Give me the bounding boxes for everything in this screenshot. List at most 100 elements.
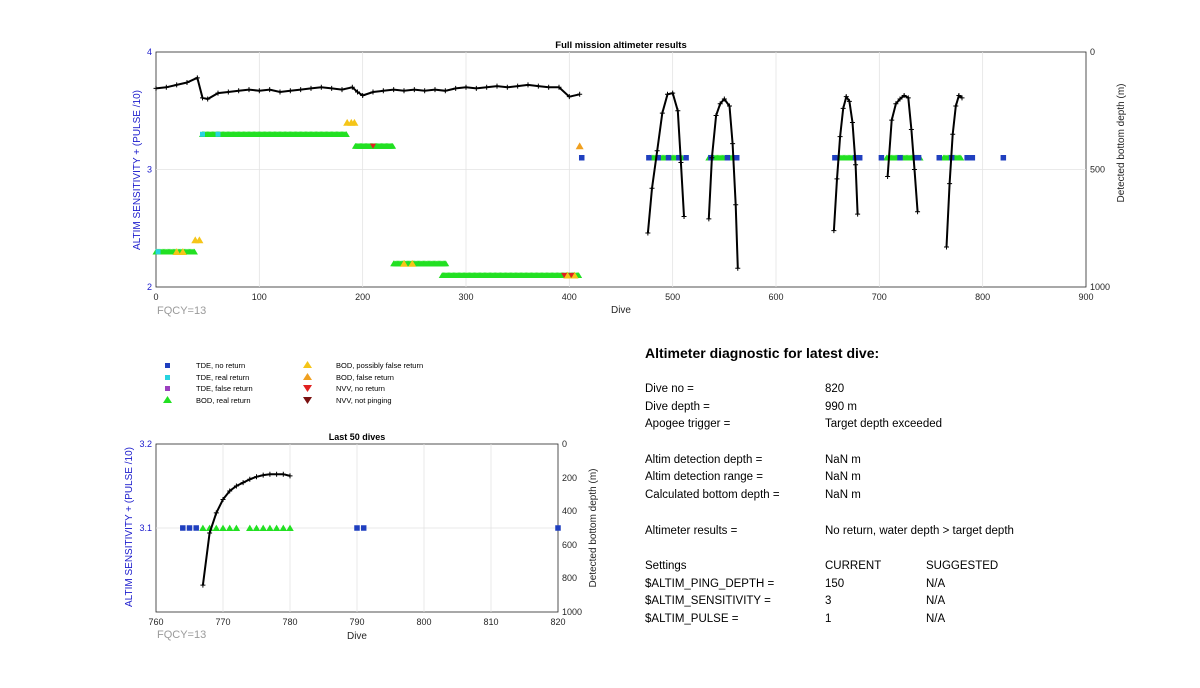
depth-point [240, 480, 246, 486]
bod-real-return-marker [212, 524, 221, 531]
depth-point [380, 88, 386, 94]
bod-real-return-marker [190, 248, 198, 255]
tde-no-return-marker [969, 155, 976, 161]
sensitivity-current: 3 [825, 595, 832, 608]
bod-false-return-marker [575, 142, 584, 150]
depth-point [463, 84, 469, 90]
depth-point [889, 117, 895, 123]
depth-point [721, 96, 727, 102]
depth-point [956, 92, 962, 98]
tde-no-return-marker [180, 525, 186, 531]
main-x-tick: 400 [562, 292, 577, 302]
bod-real-return-marker [442, 260, 450, 267]
depth-point [233, 483, 239, 489]
legend-label: NVV, no return [336, 384, 385, 393]
small-left-y-tick: 3.1 [139, 523, 152, 533]
depth-point [915, 209, 921, 215]
results-row: Altimeter results = No return, water dep… [645, 523, 1165, 541]
depth-point [432, 87, 438, 93]
depth-point [207, 530, 213, 536]
depth-point [713, 112, 719, 118]
depth-point [659, 110, 665, 116]
settings-header-row: Settings CURRENT SUGGESTED [645, 558, 1165, 576]
legend-item: NVV, not pinging [303, 396, 392, 405]
bod-real-return-marker [232, 524, 241, 531]
main-fqcy-note: FQCY=13 [157, 305, 206, 317]
depth-point [959, 95, 965, 101]
depth-point [391, 87, 397, 93]
tde-no-return-marker [683, 155, 689, 161]
small-right-y-tick: 200 [562, 473, 577, 483]
small-left-y-ticks: 3.2 3.1 [139, 439, 152, 533]
dive-depth-row: Dive depth = 990 m [645, 399, 1165, 417]
pulse-suggested: N/A [926, 612, 946, 625]
depth-point [840, 105, 846, 111]
bod-real-return-marker [199, 524, 207, 531]
bottom-depth-label: Calculated bottom depth = [645, 489, 780, 502]
depth-point [280, 471, 286, 477]
depth-point [194, 75, 200, 81]
depth-point [675, 108, 681, 114]
tde-no-return-marker [578, 155, 585, 161]
tde-no-return-marker [897, 155, 903, 161]
current-header: CURRENT [825, 559, 882, 572]
depth-point [897, 96, 903, 102]
tde-real-return-marker [215, 131, 221, 137]
legend-label: BOD, real return [196, 396, 251, 405]
depth-point [837, 134, 843, 140]
depth-point [706, 216, 712, 222]
depth-point [953, 103, 959, 109]
tde-no-return-marker [676, 155, 682, 161]
depth-point [525, 82, 531, 88]
depth-point [442, 88, 448, 94]
legend-item: NVV, no return [303, 384, 385, 393]
bod-real-return-marker [342, 131, 350, 138]
depth-point [287, 88, 293, 94]
small-x-tick: 810 [483, 617, 498, 627]
depth-point [220, 496, 226, 502]
main-left-y-tick: 3 [147, 165, 152, 175]
pulse-label: $ALTIM_PULSE = [645, 612, 739, 625]
tde-no-return-marker [665, 155, 672, 161]
nvv-no-return-marker [370, 143, 376, 149]
depth-point [247, 476, 253, 482]
small-x-tick: 760 [148, 617, 163, 627]
depth-point [535, 83, 541, 89]
depth-point [893, 101, 899, 107]
square-marker-icon [165, 375, 170, 380]
small-chart: Last 50 dives Dive FQCY=13 ALTIM SENSITI… [124, 432, 599, 642]
depth-point [855, 211, 861, 217]
tde-no-return-marker [360, 525, 367, 531]
square-marker-icon [165, 363, 170, 368]
legend-item: BOD, real return [163, 396, 251, 405]
depth-point [843, 94, 849, 100]
depth-point [849, 120, 855, 125]
bod-possibly-false-marker [563, 271, 572, 279]
depth-point [649, 185, 655, 191]
depth-point [254, 474, 259, 480]
detection-depth-row: Altim detection depth = NaN m [645, 452, 1165, 470]
tde-no-return-marker [912, 155, 919, 161]
depth-point [339, 87, 345, 93]
small-right-y-tick: 0 [562, 439, 567, 449]
small-x-tick: 770 [215, 617, 230, 627]
depth-point [260, 472, 266, 478]
bod-real-return-marker [219, 524, 227, 531]
small-left-y-tick: 3.2 [139, 439, 152, 449]
main-x-tick: 900 [1078, 292, 1093, 302]
bod-real-return-marker [252, 524, 261, 531]
depth-point [494, 83, 500, 89]
depth-point [308, 85, 314, 91]
main-left-y-tick: 2 [147, 282, 152, 292]
depth-point [908, 127, 914, 133]
tde-no-return-marker [856, 155, 863, 161]
small-fqcy-note: FQCY=13 [157, 629, 206, 641]
legend-label: BOD, possibly false return [336, 361, 423, 370]
ping-depth-label: $ALTIM_PING_DEPTH = [645, 577, 775, 590]
nvv-no-return-marker [561, 272, 568, 278]
depth-point [645, 230, 651, 236]
bod-possibly-false-marker [172, 248, 181, 255]
depth-point [515, 83, 521, 89]
results-label: Altimeter results = [645, 524, 738, 537]
tde-no-return-marker [878, 155, 885, 161]
